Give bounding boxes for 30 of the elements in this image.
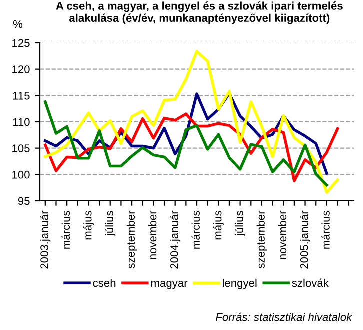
x-tick-label: 2003.január [40, 210, 51, 269]
y-tick-label: 115 [13, 92, 30, 100]
x-tick-label: 2004.január [170, 210, 181, 269]
x-tick-label: március [62, 211, 70, 249]
x-tick-label: november [278, 210, 287, 260]
x-tick-label: május [83, 211, 94, 240]
y-tick-label: 105 [12, 144, 30, 152]
y-axis-title: % [13, 20, 23, 28]
y-tick-label: 95 [18, 197, 30, 206]
chart-title: A cseh, a magyar, a lengyel és a szlovák ipari termelés alakulása (év/év, munkanaptényezővel kiigazított) [56, 2, 343, 24]
y-tick-label: 110 [13, 118, 30, 126]
x-tick-label: július [105, 211, 116, 236]
legend-label: szlovák [292, 278, 329, 288]
x-tick-label: május [213, 211, 224, 240]
x-tick-label: március [192, 211, 200, 249]
y-tick-label: 120 [12, 66, 30, 74]
x-tick-label: szeptember [126, 210, 138, 268]
x-tick-label: 2005.január [300, 210, 311, 269]
x-tick-label: szeptember [256, 210, 268, 268]
legend-label: magyar [151, 281, 188, 290]
line-series [44, 100, 328, 187]
x-tick-label: november [148, 210, 157, 260]
x-tick-label: március [322, 211, 330, 249]
legend-label: cseh [93, 278, 116, 288]
x-tick-label: július [235, 211, 246, 236]
line-series [44, 50, 340, 194]
text: Forrás: statisztikai hivatalok [216, 312, 353, 322]
legend-label: lengyel [222, 278, 257, 290]
y-tick-label: 125 [12, 39, 30, 48]
y-tick-label: 100 [12, 170, 30, 179]
